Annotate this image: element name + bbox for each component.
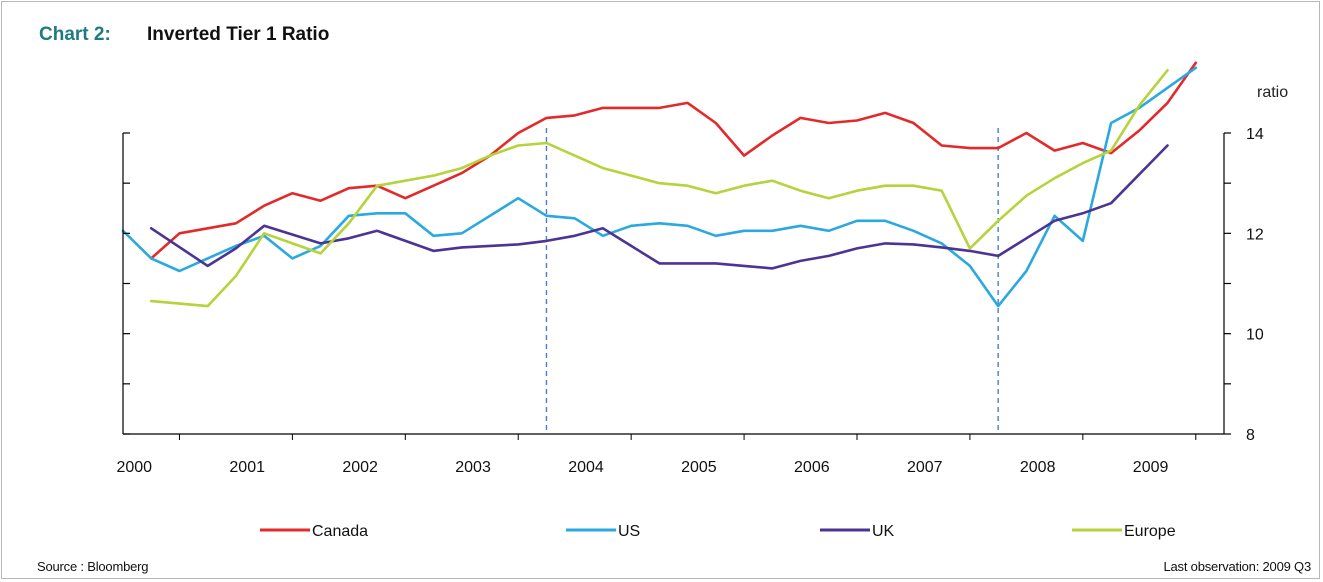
legend-label-uk: UK xyxy=(872,523,895,540)
series-line-canada xyxy=(149,61,1198,260)
x-tick-label: 2002 xyxy=(342,459,378,476)
x-tick-label: 2007 xyxy=(907,459,943,476)
x-tick-label: 2003 xyxy=(455,459,491,476)
x-tick-label: 2000 xyxy=(116,459,152,476)
y-tick-label: 8 xyxy=(1246,427,1255,444)
series-lines xyxy=(121,61,1198,308)
chart-title: Inverted Tier 1 Ratio xyxy=(147,24,330,45)
x-tick-label: 2004 xyxy=(568,459,604,476)
series-line-uk xyxy=(149,144,1169,270)
legend-label-us: US xyxy=(618,523,640,540)
y-axis-label: ratio xyxy=(1257,84,1288,101)
x-tick-label: 2008 xyxy=(1020,459,1056,476)
axes xyxy=(122,132,1231,435)
x-axis-ticks: 2000 2001 2002 2003 2004 2005 2006 2007 2008 2009 xyxy=(116,434,1197,476)
y-tick-label: 10 xyxy=(1246,327,1264,344)
y-tick-label: 14 xyxy=(1246,126,1264,143)
legend-label-europe: Europe xyxy=(1124,523,1176,540)
last-observation-note: Last observation: 2009 Q3 xyxy=(1163,559,1312,574)
source-note: Source : Bloomberg xyxy=(37,559,149,574)
x-tick-label: 2006 xyxy=(794,459,830,476)
chart-number-label: Chart 2: xyxy=(39,24,111,45)
series-line-europe xyxy=(149,69,1169,308)
legend: Canada US UK Europe xyxy=(260,523,1176,540)
x-tick-label: 2009 xyxy=(1133,459,1169,476)
series-line-us xyxy=(121,66,1198,308)
reference-lines xyxy=(545,128,999,434)
legend-label-canada: Canada xyxy=(312,523,368,540)
y-tick-label: 12 xyxy=(1246,226,1264,243)
x-tick-label: 2005 xyxy=(681,459,717,476)
y-axis-ticks: 14 12 10 8 xyxy=(1246,126,1264,444)
x-tick-label: 2001 xyxy=(229,459,265,476)
